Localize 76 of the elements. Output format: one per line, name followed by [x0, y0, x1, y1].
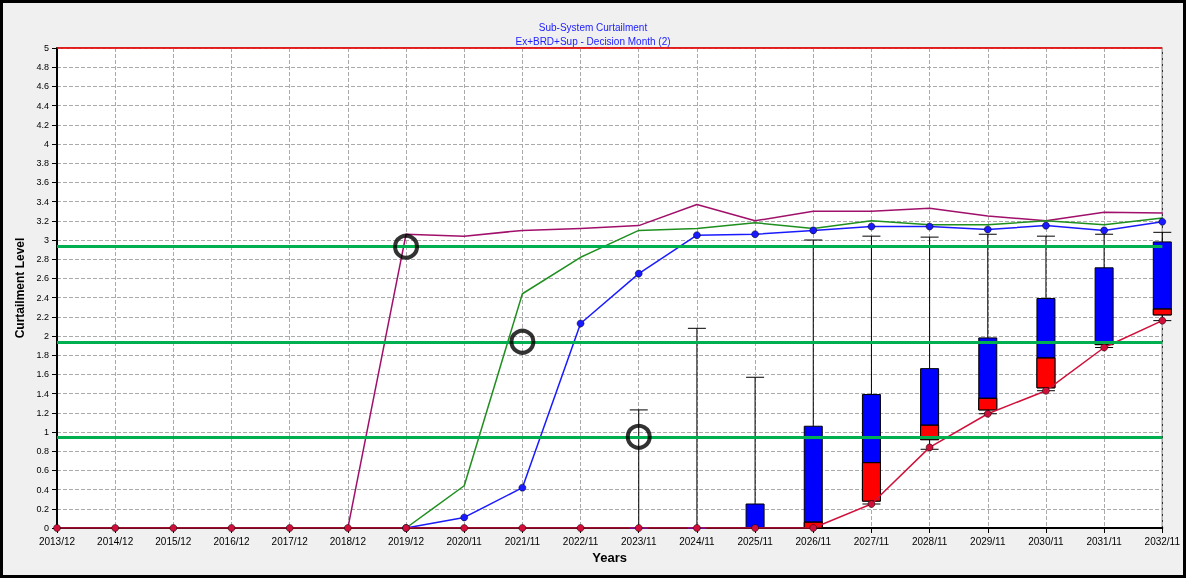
point — [169, 524, 178, 532]
y-tick-label: 0 — [43, 523, 49, 533]
y-tick-label: 1.6 — [36, 369, 49, 380]
point — [285, 524, 294, 532]
x-tick-label: 2020/11 — [446, 535, 483, 547]
x-tick-label: 2024/11 — [679, 535, 716, 547]
y-tick-label: 4.4 — [36, 100, 49, 111]
y-tick-label: 4.6 — [36, 81, 49, 92]
x-tick-label: 2029/11 — [970, 535, 1006, 547]
x-tick-label: 2017/12 — [271, 535, 309, 547]
point — [867, 500, 876, 508]
point — [1042, 221, 1050, 230]
x-tick-label: 2028/11 — [911, 535, 948, 547]
point — [809, 524, 818, 532]
x-tick-label: 2030/11 — [1028, 535, 1065, 547]
x-tick-label: 2027/11 — [853, 535, 890, 547]
y-tick-label: 2.6 — [36, 273, 49, 284]
point — [344, 524, 352, 532]
y-tick-label: 2.4 — [36, 292, 49, 303]
y-tick-label: 3.8 — [36, 158, 49, 169]
point — [518, 483, 527, 492]
point — [1158, 316, 1167, 325]
y-tick-label: 2.2 — [36, 311, 49, 322]
x-axis-title: Years — [592, 549, 627, 565]
y-tick-label: 0.4 — [36, 484, 49, 495]
point — [634, 269, 643, 278]
point — [111, 524, 119, 532]
point — [984, 225, 992, 234]
y-tick-label: 4 — [43, 139, 49, 149]
point — [809, 226, 818, 235]
y-tick-label: 5 — [43, 43, 49, 53]
point — [1158, 218, 1167, 226]
point — [925, 443, 934, 452]
y-tick-label: 2 — [43, 331, 49, 341]
point — [867, 222, 876, 231]
point — [693, 231, 701, 239]
x-tick-label: 2023/11 — [621, 535, 657, 547]
point — [1100, 343, 1108, 352]
x-tick-label: 2018/12 — [329, 535, 367, 547]
y-tick-label: 4.8 — [36, 62, 49, 73]
point — [227, 524, 236, 532]
point — [518, 524, 527, 532]
point — [576, 319, 585, 328]
y-tick-label: 3.6 — [36, 177, 49, 188]
x-tick-label: 2022/11 — [562, 535, 599, 547]
y-tick-label: 0.6 — [36, 465, 49, 476]
point — [925, 222, 934, 231]
x-tick-label: 2025/11 — [737, 535, 774, 547]
point — [1100, 226, 1108, 235]
y-tick-label: 3 — [43, 235, 49, 245]
point — [576, 524, 585, 532]
point — [751, 230, 759, 238]
y-tick-label: 4.2 — [36, 119, 49, 130]
y-axis-title: Curtailment Level — [12, 237, 27, 339]
x-tick-label: 2013/12 — [38, 535, 76, 547]
x-tick-label: 2015/12 — [155, 535, 192, 547]
y-tick-label: 0.2 — [36, 503, 49, 514]
y-tick-label: 2.8 — [36, 254, 49, 265]
y-tick-label: 0.8 — [36, 446, 49, 457]
y-tick-label: 1.4 — [36, 388, 49, 399]
chart-title: Sub-System Curtailment — [538, 21, 648, 33]
x-tick-label: 2021/11 — [504, 535, 541, 547]
point — [460, 524, 468, 532]
point — [460, 513, 468, 522]
y-tick-label: 3.4 — [36, 196, 49, 207]
x-tick-label: 2032/11 — [1144, 535, 1181, 547]
x-tick-label: 2016/12 — [213, 535, 251, 547]
chart-subtitle: Ex+BRD+Sup - Decision Month (2) — [515, 35, 671, 47]
y-tick-label: 3.2 — [36, 215, 49, 226]
y-tick-label: 1.8 — [36, 350, 49, 361]
x-tick-label: 2014/12 — [97, 535, 134, 547]
x-tick-label: 2031/11 — [1086, 535, 1123, 547]
x-tick-label: 2019/12 — [387, 535, 425, 547]
y-tick-label: 1 — [43, 427, 49, 437]
y-tick-label: 1.2 — [36, 407, 49, 418]
x-tick-label: 2026/11 — [795, 535, 832, 547]
